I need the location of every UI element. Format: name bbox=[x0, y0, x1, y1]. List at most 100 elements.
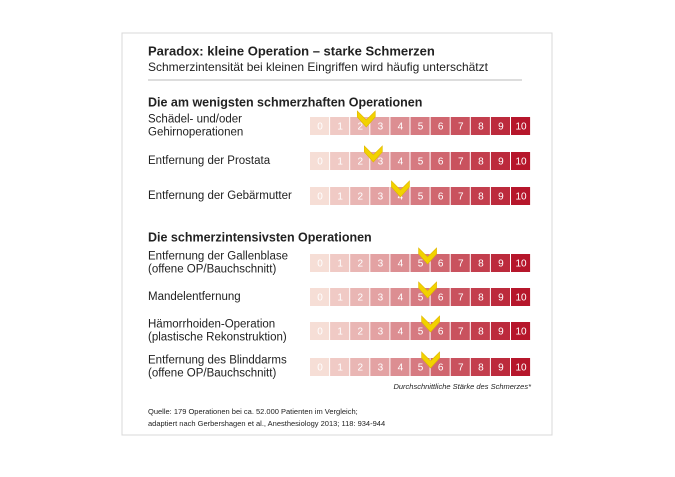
scale-cell bbox=[310, 187, 330, 205]
scale-cell bbox=[470, 152, 490, 170]
scale-cell bbox=[450, 152, 470, 170]
scale-cell bbox=[470, 288, 490, 306]
scale-cell bbox=[390, 152, 410, 170]
scale-cell bbox=[450, 187, 470, 205]
scale-cell bbox=[450, 254, 470, 272]
scale-number: 4 bbox=[398, 327, 404, 338]
scale-cell bbox=[511, 152, 531, 170]
scale-number: 3 bbox=[378, 293, 384, 304]
scale-number: 0 bbox=[317, 192, 323, 203]
item-label: Mandelentfernung bbox=[148, 291, 241, 303]
source: Quelle: 179 Operationen bei ca. 52.000 P… bbox=[148, 407, 358, 416]
scale-number: 10 bbox=[515, 122, 527, 133]
scale-number: 9 bbox=[498, 192, 504, 203]
item-label: Entfernung der Gallenblase bbox=[148, 251, 288, 263]
scale-cell bbox=[390, 117, 410, 135]
scale-number: 4 bbox=[398, 259, 404, 270]
scale-cell bbox=[450, 288, 470, 306]
scale-number: 5 bbox=[418, 157, 424, 168]
scale-number: 0 bbox=[317, 122, 323, 133]
scale-number: 7 bbox=[458, 293, 464, 304]
pain-marker bbox=[364, 145, 383, 163]
scale-number: 1 bbox=[337, 327, 343, 338]
scale-cell bbox=[470, 358, 490, 376]
scale-number: 10 bbox=[515, 327, 527, 338]
scale-number: 8 bbox=[478, 327, 484, 338]
scale-number: 9 bbox=[498, 157, 504, 168]
scale-number: 4 bbox=[398, 157, 404, 168]
scale-label: Durchschnittliche Stärke des Schmerzes* bbox=[393, 382, 532, 391]
scale-number: 1 bbox=[337, 259, 343, 270]
scale-number: 2 bbox=[357, 157, 363, 168]
scale-number: 2 bbox=[357, 327, 363, 338]
scale-cell bbox=[350, 358, 370, 376]
scale-number: 3 bbox=[378, 327, 384, 338]
scale-number: 8 bbox=[478, 122, 484, 133]
scale-number: 8 bbox=[478, 259, 484, 270]
item-label: (offene OP/Bauchschnitt) bbox=[148, 264, 276, 276]
scale-number: 0 bbox=[317, 327, 323, 338]
scale-cell bbox=[390, 288, 410, 306]
scale-number: 0 bbox=[317, 363, 323, 374]
scale-number: 2 bbox=[357, 259, 363, 270]
scale-number: 7 bbox=[458, 192, 464, 203]
scale-number: 1 bbox=[337, 293, 343, 304]
scale-number: 9 bbox=[498, 327, 504, 338]
scale-cell bbox=[511, 288, 531, 306]
scale-number: 10 bbox=[515, 293, 527, 304]
item-label: Entfernung der Prostata bbox=[148, 155, 271, 167]
scale-number: 5 bbox=[418, 192, 424, 203]
scale-cell bbox=[511, 322, 531, 340]
scale-cell bbox=[330, 152, 350, 170]
scale-number: 4 bbox=[398, 363, 404, 374]
scale-number: 10 bbox=[515, 192, 527, 203]
scale-cell bbox=[410, 187, 430, 205]
scale-number: 3 bbox=[378, 363, 384, 374]
scale-number: 2 bbox=[357, 122, 363, 133]
scale-cell bbox=[490, 187, 510, 205]
pain-marker bbox=[421, 315, 440, 333]
scale-number: 9 bbox=[498, 363, 504, 374]
title: Paradox: kleine Operation – starke Schme… bbox=[148, 43, 435, 58]
scale-number: 3 bbox=[378, 259, 384, 270]
scale-cell bbox=[370, 254, 390, 272]
scale-cell bbox=[310, 254, 330, 272]
section-heading: Die am wenigsten schmerzhaften Operation… bbox=[148, 95, 422, 109]
scale-number: 1 bbox=[337, 157, 343, 168]
scale-number: 4 bbox=[398, 122, 404, 133]
scale-cell bbox=[490, 117, 510, 135]
scale-cell bbox=[410, 358, 430, 376]
scale-number: 7 bbox=[458, 363, 464, 374]
scale-cell bbox=[310, 358, 330, 376]
scale-cell bbox=[470, 254, 490, 272]
scale-number: 0 bbox=[317, 157, 323, 168]
item-label: Hämorrhoiden-Operation bbox=[148, 319, 275, 331]
scale-cell bbox=[430, 254, 450, 272]
item-label: Entfernung der Gebärmutter bbox=[148, 190, 292, 202]
scale-cell bbox=[450, 117, 470, 135]
scale-number: 8 bbox=[478, 157, 484, 168]
scale-cell bbox=[390, 358, 410, 376]
scale-number: 10 bbox=[515, 259, 527, 270]
scale-cell bbox=[330, 117, 350, 135]
scale-cell bbox=[370, 187, 390, 205]
scale-cell bbox=[310, 152, 330, 170]
item-label: Entfernung des Blinddarms bbox=[148, 355, 287, 367]
scale-cell bbox=[511, 187, 531, 205]
scale-number: 8 bbox=[478, 363, 484, 374]
scale-number: 1 bbox=[337, 363, 343, 374]
scale-cell bbox=[410, 152, 430, 170]
scale-number: 6 bbox=[438, 192, 444, 203]
scale-cell bbox=[330, 358, 350, 376]
scale-cell bbox=[511, 254, 531, 272]
scale-cell bbox=[330, 254, 350, 272]
scale-number: 7 bbox=[458, 259, 464, 270]
scale-cell bbox=[430, 152, 450, 170]
scale-cell bbox=[390, 322, 410, 340]
scale-number: 5 bbox=[418, 363, 424, 374]
scale-number: 7 bbox=[458, 157, 464, 168]
scale-number: 0 bbox=[317, 293, 323, 304]
scale-number: 7 bbox=[458, 122, 464, 133]
scale-cell bbox=[490, 358, 510, 376]
